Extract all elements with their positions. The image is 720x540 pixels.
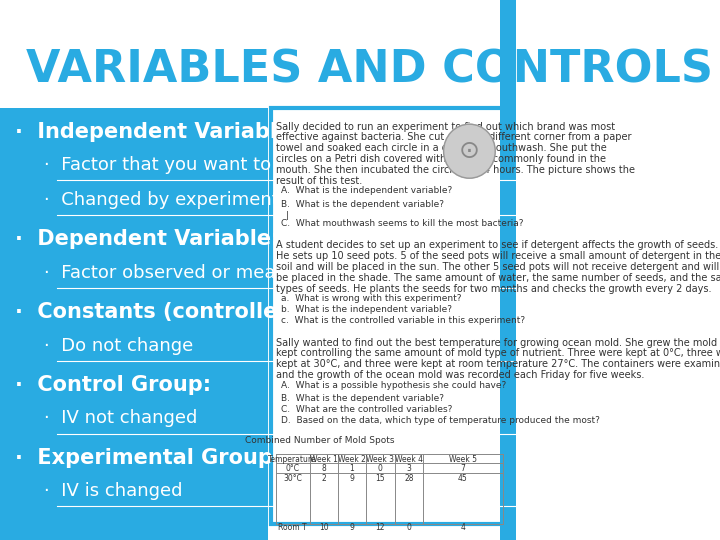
Text: kept controlling the same amount of mold type of nutrient. Three were kept at 0°: kept controlling the same amount of mold… [276, 348, 720, 359]
Text: towel and soaked each circle in a different mouthwash. She put the: towel and soaked each circle in a differ… [276, 143, 607, 153]
Text: C.  What mouthwash seems to kill the most bacteria?: C. What mouthwash seems to kill the most… [281, 219, 523, 228]
Text: B.  What is the dependent variable?: B. What is the dependent variable? [281, 200, 444, 209]
Text: |: | [287, 211, 289, 220]
Text: ·  IV is changed: · IV is changed [44, 482, 182, 500]
Text: 3: 3 [406, 464, 411, 474]
Text: Week 4: Week 4 [395, 455, 423, 464]
FancyBboxPatch shape [0, 108, 269, 540]
Text: ·  Changed by experimenter: · Changed by experimenter [44, 191, 297, 209]
Text: A.  What is a possible hypothesis she could have?: A. What is a possible hypothesis she cou… [281, 381, 506, 390]
Text: ·  Dependent Variable:: · Dependent Variable: [15, 230, 280, 249]
Text: D.  Based on the data, which type of temperature produced the most?: D. Based on the data, which type of temp… [281, 416, 600, 425]
Text: ·  Constants (controlled vars):: · Constants (controlled vars): [15, 302, 369, 322]
Text: Week 3: Week 3 [366, 455, 395, 464]
Text: types of seeds. He plants the seeds for two months and checks the growth every 2: types of seeds. He plants the seeds for … [276, 284, 711, 294]
Text: 0: 0 [406, 523, 411, 532]
Text: kept at 30°C, and three were kept at room temperature 27°C. The containers were : kept at 30°C, and three were kept at roo… [276, 359, 720, 369]
Circle shape [444, 124, 495, 178]
Text: and the growth of the ocean mold was recorded each Friday for five weeks.: and the growth of the ocean mold was rec… [276, 370, 644, 380]
Text: C.  What are the controlled variables?: C. What are the controlled variables? [281, 405, 452, 414]
Text: mouth. She then incubated the circle for 24 hours. The picture shows the: mouth. She then incubated the circle for… [276, 165, 635, 175]
Text: B.  What is the dependent variable?: B. What is the dependent variable? [281, 394, 444, 403]
Text: a.  What is wrong with this experiment?: a. What is wrong with this experiment? [281, 294, 462, 303]
Text: ·  Independent Variable:: · Independent Variable: [15, 122, 300, 141]
Text: VARIABLES AND CONTROLS: VARIABLES AND CONTROLS [26, 49, 713, 92]
Text: 9: 9 [350, 523, 354, 532]
Text: 9: 9 [350, 474, 354, 483]
Text: result of this test.: result of this test. [276, 176, 362, 186]
Text: ·  Factor that you want to test: · Factor that you want to test [44, 156, 311, 174]
Text: b.  What is the independent variable?: b. What is the independent variable? [281, 305, 452, 314]
Text: ·  Factor observed or measured: · Factor observed or measured [44, 264, 325, 282]
Text: 1: 1 [350, 464, 354, 474]
Text: A student decides to set up an experiment to see if detergent affects the growth: A student decides to set up an experimen… [276, 240, 719, 251]
Text: ·  Experimental Group:: · Experimental Group: [15, 448, 282, 468]
Text: c.  What is the controlled variable in this experiment?: c. What is the controlled variable in th… [281, 316, 526, 325]
Text: 45: 45 [458, 474, 468, 483]
FancyBboxPatch shape [271, 108, 505, 524]
Bar [500, 0, 516, 540]
Text: 12: 12 [376, 523, 385, 532]
Text: 15: 15 [376, 474, 385, 483]
Text: 2: 2 [321, 474, 326, 483]
Text: 4: 4 [461, 523, 465, 532]
Text: 30°C: 30°C [283, 474, 302, 483]
Text: ⊙: ⊙ [459, 139, 480, 163]
Text: He sets up 10 seed pots. 5 of the seed pots will receive a small amount of deter: He sets up 10 seed pots. 5 of the seed p… [276, 251, 720, 261]
Text: Room T: Room T [279, 523, 307, 532]
Text: 7: 7 [461, 464, 465, 474]
Text: 10: 10 [319, 523, 328, 532]
Text: A.  What is the independent variable?: A. What is the independent variable? [281, 186, 452, 195]
Text: ·  IV not changed: · IV not changed [44, 409, 197, 427]
Text: 8: 8 [321, 464, 326, 474]
Text: Week 2: Week 2 [338, 455, 366, 464]
Text: circles on a Petri dish covered with bacteria commonly found in the: circles on a Petri dish covered with bac… [276, 154, 606, 164]
Text: Week 1: Week 1 [310, 455, 338, 464]
Text: Sally wanted to find out the best temperature for growing ocean mold. She grew t: Sally wanted to find out the best temper… [276, 338, 720, 348]
Text: effective against bacteria. She cut out four different corner from a paper: effective against bacteria. She cut out … [276, 132, 631, 143]
Text: ·  Do not change: · Do not change [44, 336, 193, 355]
Text: be placed in the shade. The same amount of water, the same number of seeds, and : be placed in the shade. The same amount … [276, 273, 720, 283]
Text: Week 5: Week 5 [449, 455, 477, 464]
Text: Temperature: Temperature [269, 455, 317, 464]
Text: 28: 28 [404, 474, 413, 483]
Text: 0°C: 0°C [286, 464, 300, 474]
Text: Combined Number of Mold Spots: Combined Number of Mold Spots [245, 436, 395, 445]
Text: soil and will be placed in the sun. The other 5 seed pots will not receive deter: soil and will be placed in the sun. The … [276, 262, 719, 272]
Text: 0: 0 [378, 464, 383, 474]
Text: ·  Control Group:: · Control Group: [15, 375, 212, 395]
Text: Sally decided to run an experiment to find out which brand was most: Sally decided to run an experiment to fi… [276, 122, 615, 132]
